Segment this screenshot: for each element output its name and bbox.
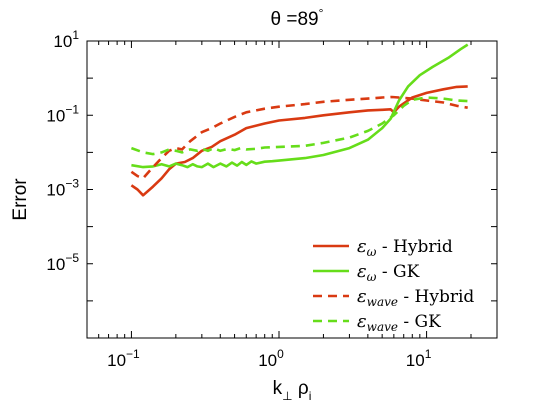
x-tick-label: 10−1 [107, 347, 140, 370]
y-axis-label: Error [10, 178, 31, 221]
y-tick-label: 101 [53, 28, 79, 51]
series-line-eps-wave-hybrid [130, 95, 468, 180]
minor-ticks [86, 40, 498, 339]
chart-title: θ =89° [271, 6, 324, 30]
series-line-eps-omega-hybrid [130, 85, 468, 197]
legend-label: εω - Hybrid [357, 236, 453, 259]
x-axis-label: k⊥ ρi [273, 378, 312, 403]
plot-area-series [130, 43, 469, 197]
x-tick-label: 101 [406, 347, 432, 370]
legend-label: εwave - Hybrid [357, 286, 474, 309]
y-tick-label: 10−1 [46, 102, 79, 125]
series-line-eps-wave-gk [130, 96, 468, 156]
y-tick-label: 10−5 [46, 251, 79, 274]
x-tick-label: 100 [258, 347, 284, 370]
legend-label: εω - GK [357, 261, 420, 284]
legend-label: εwave - GK [357, 311, 441, 334]
axes [86, 40, 498, 339]
legend-entry-eps-wave-gk: εwave - GK [313, 311, 441, 334]
series-line-eps-omega-gk [131, 43, 469, 169]
legend-entry-eps-omega-gk: εω - GK [313, 261, 420, 284]
legend-entry-eps-omega-hybrid: εω - Hybrid [313, 236, 453, 259]
labels: 10−1 100 101 101 10−1 10−3 10−5 θ =89° k⊥ ρi Erro… [10, 6, 432, 403]
y-tick-label: 10−3 [46, 177, 79, 200]
legend-entry-eps-wave-hybrid: εwave - Hybrid [313, 286, 474, 309]
